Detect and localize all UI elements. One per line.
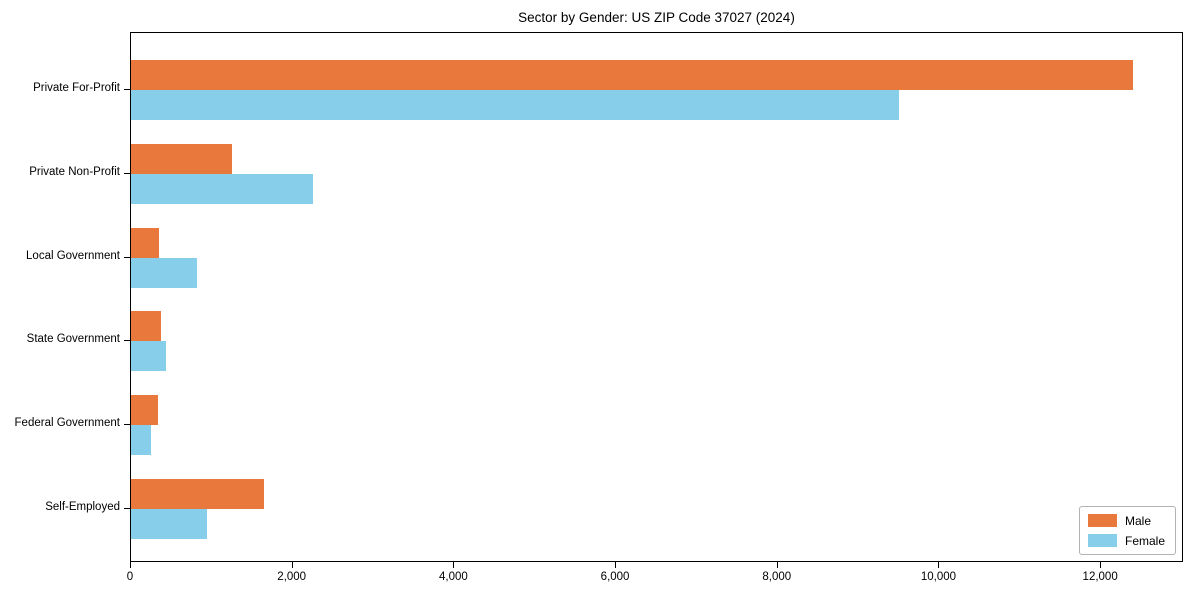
chart-title: Sector by Gender: US ZIP Code 37027 (202… — [518, 10, 795, 25]
plot-area: Male Female — [130, 32, 1183, 562]
y-tick-label-private-non-profit: Private Non-Profit — [29, 165, 120, 178]
bar-female-state-government — [131, 341, 166, 372]
y-tick-mark — [124, 508, 130, 509]
legend: Male Female — [1078, 506, 1176, 555]
y-tick-label-private-for-profit: Private For-Profit — [33, 82, 120, 94]
x-tick-label-0: 0 — [126, 571, 134, 583]
x-tick-label-8000: 8,000 — [762, 571, 792, 583]
bar-female-self-employed — [131, 509, 207, 539]
bar-male-state-government — [131, 311, 161, 342]
bar-female-private-for-profit — [131, 90, 900, 120]
legend-label-female: Female — [1124, 533, 1165, 548]
female-series-swatch — [1087, 534, 1117, 547]
y-tick-mark — [124, 340, 130, 342]
x-tick-mark — [291, 562, 293, 568]
y-tick-mark — [124, 256, 130, 258]
legend-item-female: Female — [1087, 533, 1165, 548]
bar-male-private-non-profit — [131, 143, 233, 174]
x-tick-label-2000: 2,000 — [277, 571, 307, 583]
y-tick-label-federal-government: Federal Government — [14, 417, 120, 430]
y-tick-mark — [124, 424, 130, 426]
bar-female-local-government — [131, 257, 198, 288]
x-tick-mark — [453, 562, 455, 568]
x-tick-mark — [130, 562, 131, 568]
y-tick-mark — [124, 172, 130, 174]
x-tick-label-4000: 4,000 — [438, 571, 468, 583]
bar-male-self-employed — [131, 479, 264, 509]
male-series-swatch — [1087, 514, 1117, 527]
x-tick-mark — [776, 562, 778, 568]
y-tick-label-state-government: State Government — [26, 333, 120, 346]
bar-female-federal-government — [131, 425, 152, 456]
x-tick-mark — [615, 562, 617, 568]
x-tick-mark — [938, 562, 940, 568]
y-tick-mark — [124, 89, 130, 90]
x-tick-mark — [1100, 562, 1102, 568]
x-tick-label-6000: 6,000 — [600, 571, 630, 583]
legend-label-male: Male — [1124, 513, 1151, 528]
bar-female-private-non-profit — [131, 173, 313, 204]
bar-male-federal-government — [131, 395, 158, 426]
legend-item-male: Male — [1087, 513, 1165, 528]
x-tick-label-12000: 12,000 — [1082, 571, 1118, 583]
bar-male-local-government — [131, 227, 160, 258]
x-tick-label-10000: 10,000 — [920, 571, 957, 583]
y-tick-label-local-government: Local Government — [26, 249, 120, 262]
y-tick-label-self-employed: Self-Employed — [45, 501, 120, 513]
bar-male-private-for-profit — [131, 60, 1134, 90]
